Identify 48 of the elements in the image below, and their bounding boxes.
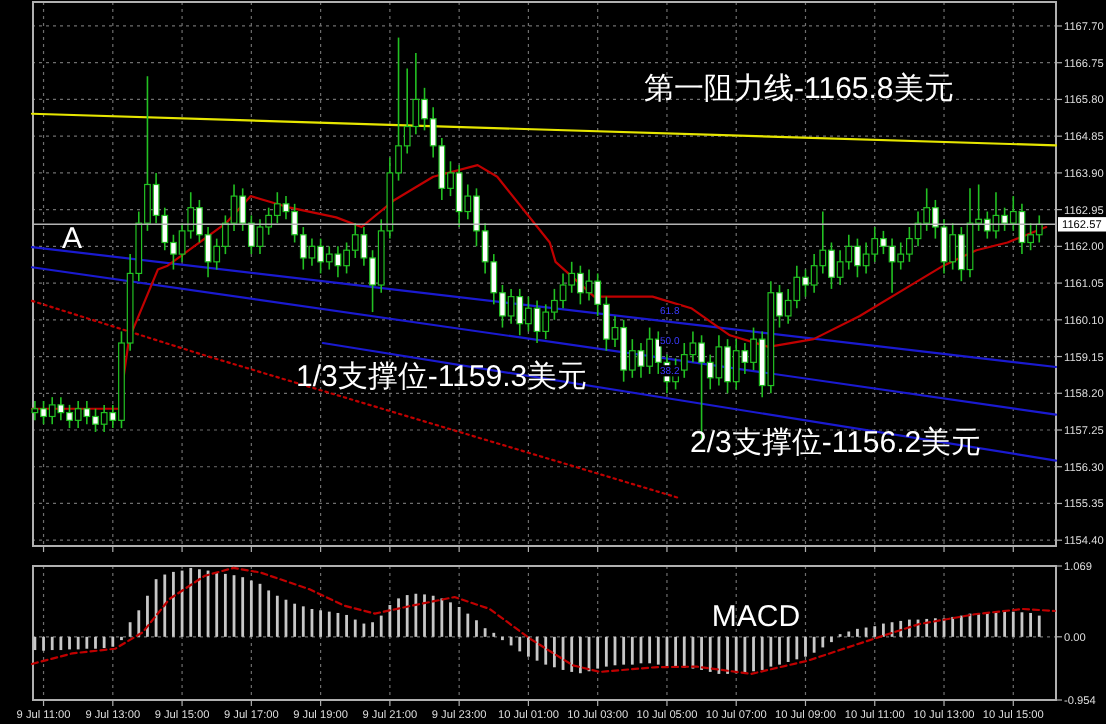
- annotation: MACD: [711, 600, 801, 634]
- annotation: 第一阻力线-1165.8美元: [644, 72, 954, 106]
- candlestick: [317, 237, 325, 275]
- candlestick: [845, 233, 853, 271]
- candlestick: [308, 237, 316, 267]
- candlestick: [74, 400, 82, 429]
- candlestick: [897, 241, 905, 271]
- candlestick: [732, 338, 740, 391]
- candlestick: [646, 326, 654, 375]
- candlestick: [654, 330, 662, 375]
- candlestick: [949, 222, 957, 271]
- candlestick: [957, 226, 965, 282]
- candlestick: [620, 319, 628, 383]
- candlestick: [325, 245, 333, 271]
- candlestick: [507, 288, 515, 325]
- candlestick: [1001, 206, 1009, 232]
- candlestick: [100, 404, 108, 433]
- candlestick: [793, 264, 801, 310]
- candlestick: [923, 187, 931, 232]
- candlestick: [57, 396, 65, 422]
- candlestick: [83, 400, 91, 426]
- annotation: A: [61, 222, 83, 256]
- candlestick: [715, 334, 723, 387]
- candlestick: [516, 288, 524, 337]
- candlestick: [576, 264, 584, 306]
- candlestick: [273, 191, 281, 224]
- candlestick: [256, 218, 264, 255]
- candlestick: [533, 299, 541, 344]
- candlestick: [559, 272, 567, 310]
- candlestick: [836, 249, 844, 286]
- candlestick: [1035, 214, 1043, 244]
- candlestick: [568, 261, 576, 294]
- candlestick: [689, 330, 697, 364]
- candlestick: [983, 210, 991, 240]
- candlestick: [637, 342, 645, 379]
- candlestick: [741, 342, 749, 375]
- candlestick: [455, 164, 463, 228]
- candlestick: [871, 226, 879, 263]
- candlestick: [334, 245, 342, 279]
- candlestick: [542, 303, 550, 340]
- candlestick: [351, 222, 359, 259]
- candlestick: [862, 241, 870, 275]
- candlestick: [48, 396, 56, 426]
- candlestick: [31, 400, 39, 422]
- candlestick: [810, 253, 818, 294]
- candlestick: [905, 226, 913, 263]
- candlestick: [1018, 203, 1026, 255]
- candlestick: [888, 237, 896, 294]
